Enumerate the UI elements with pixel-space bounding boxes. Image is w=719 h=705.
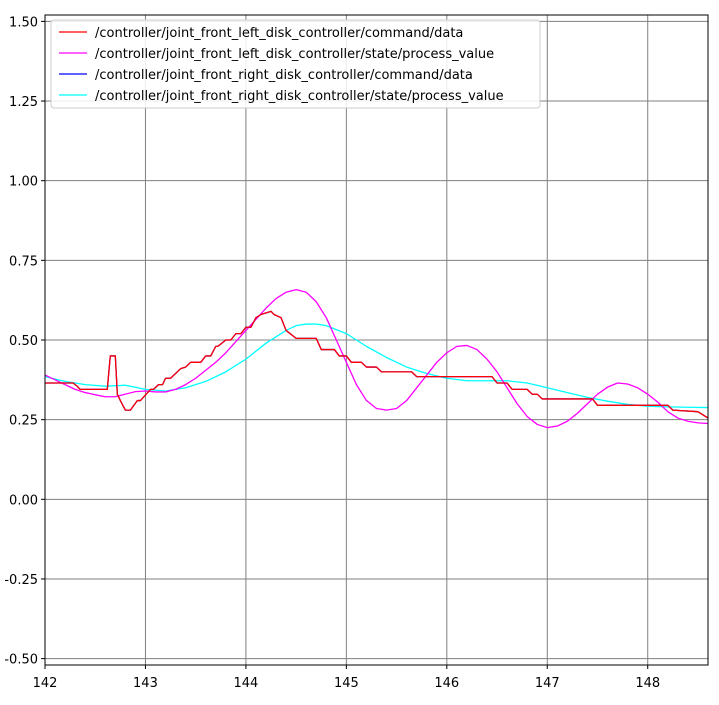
series-line-2 [44,289,709,429]
x-tick-label: 147 [535,676,560,691]
y-tick-label: 0.25 [9,414,38,429]
legend-box [50,19,541,109]
y-tick-label: 1.00 [9,175,38,190]
legend-label: /controller/joint_front_right_disk_contr… [95,89,504,104]
axes: 142 143 144 145 146 147 148 -0.50 -0.25 0.00 0.25 0… [4,15,660,691]
series-lines [44,289,709,429]
x-tick-label: 144 [233,676,258,691]
y-tick-label: -0.25 [4,573,38,588]
legend-label: /controller/joint_front_left_disk_contro… [95,26,463,41]
x-tick-label: 145 [334,676,359,691]
legend-label: /controller/joint_front_right_disk_contr… [95,68,473,83]
x-tick-label: 146 [434,676,459,691]
series-line-1 [45,310,709,419]
y-tick-label: -0.50 [4,653,38,668]
x-tick-label: 142 [33,676,58,691]
series-line-3 [45,310,709,419]
x-tick-label: 148 [635,676,660,691]
x-tick-label: 143 [133,676,158,691]
y-tick-label: 1.50 [9,15,38,30]
legend-label: /controller/joint_front_left_disk_contro… [95,47,494,62]
series-line-4 [44,323,709,409]
y-tick-label: 0.00 [9,493,38,508]
y-tick-label: 1.25 [9,95,38,110]
y-tick-label: 0.75 [9,254,38,269]
grid-lines [44,15,708,665]
y-tick-label: 0.50 [9,334,38,349]
legend: /controller/joint_front_left_disk_contro… [50,19,541,109]
